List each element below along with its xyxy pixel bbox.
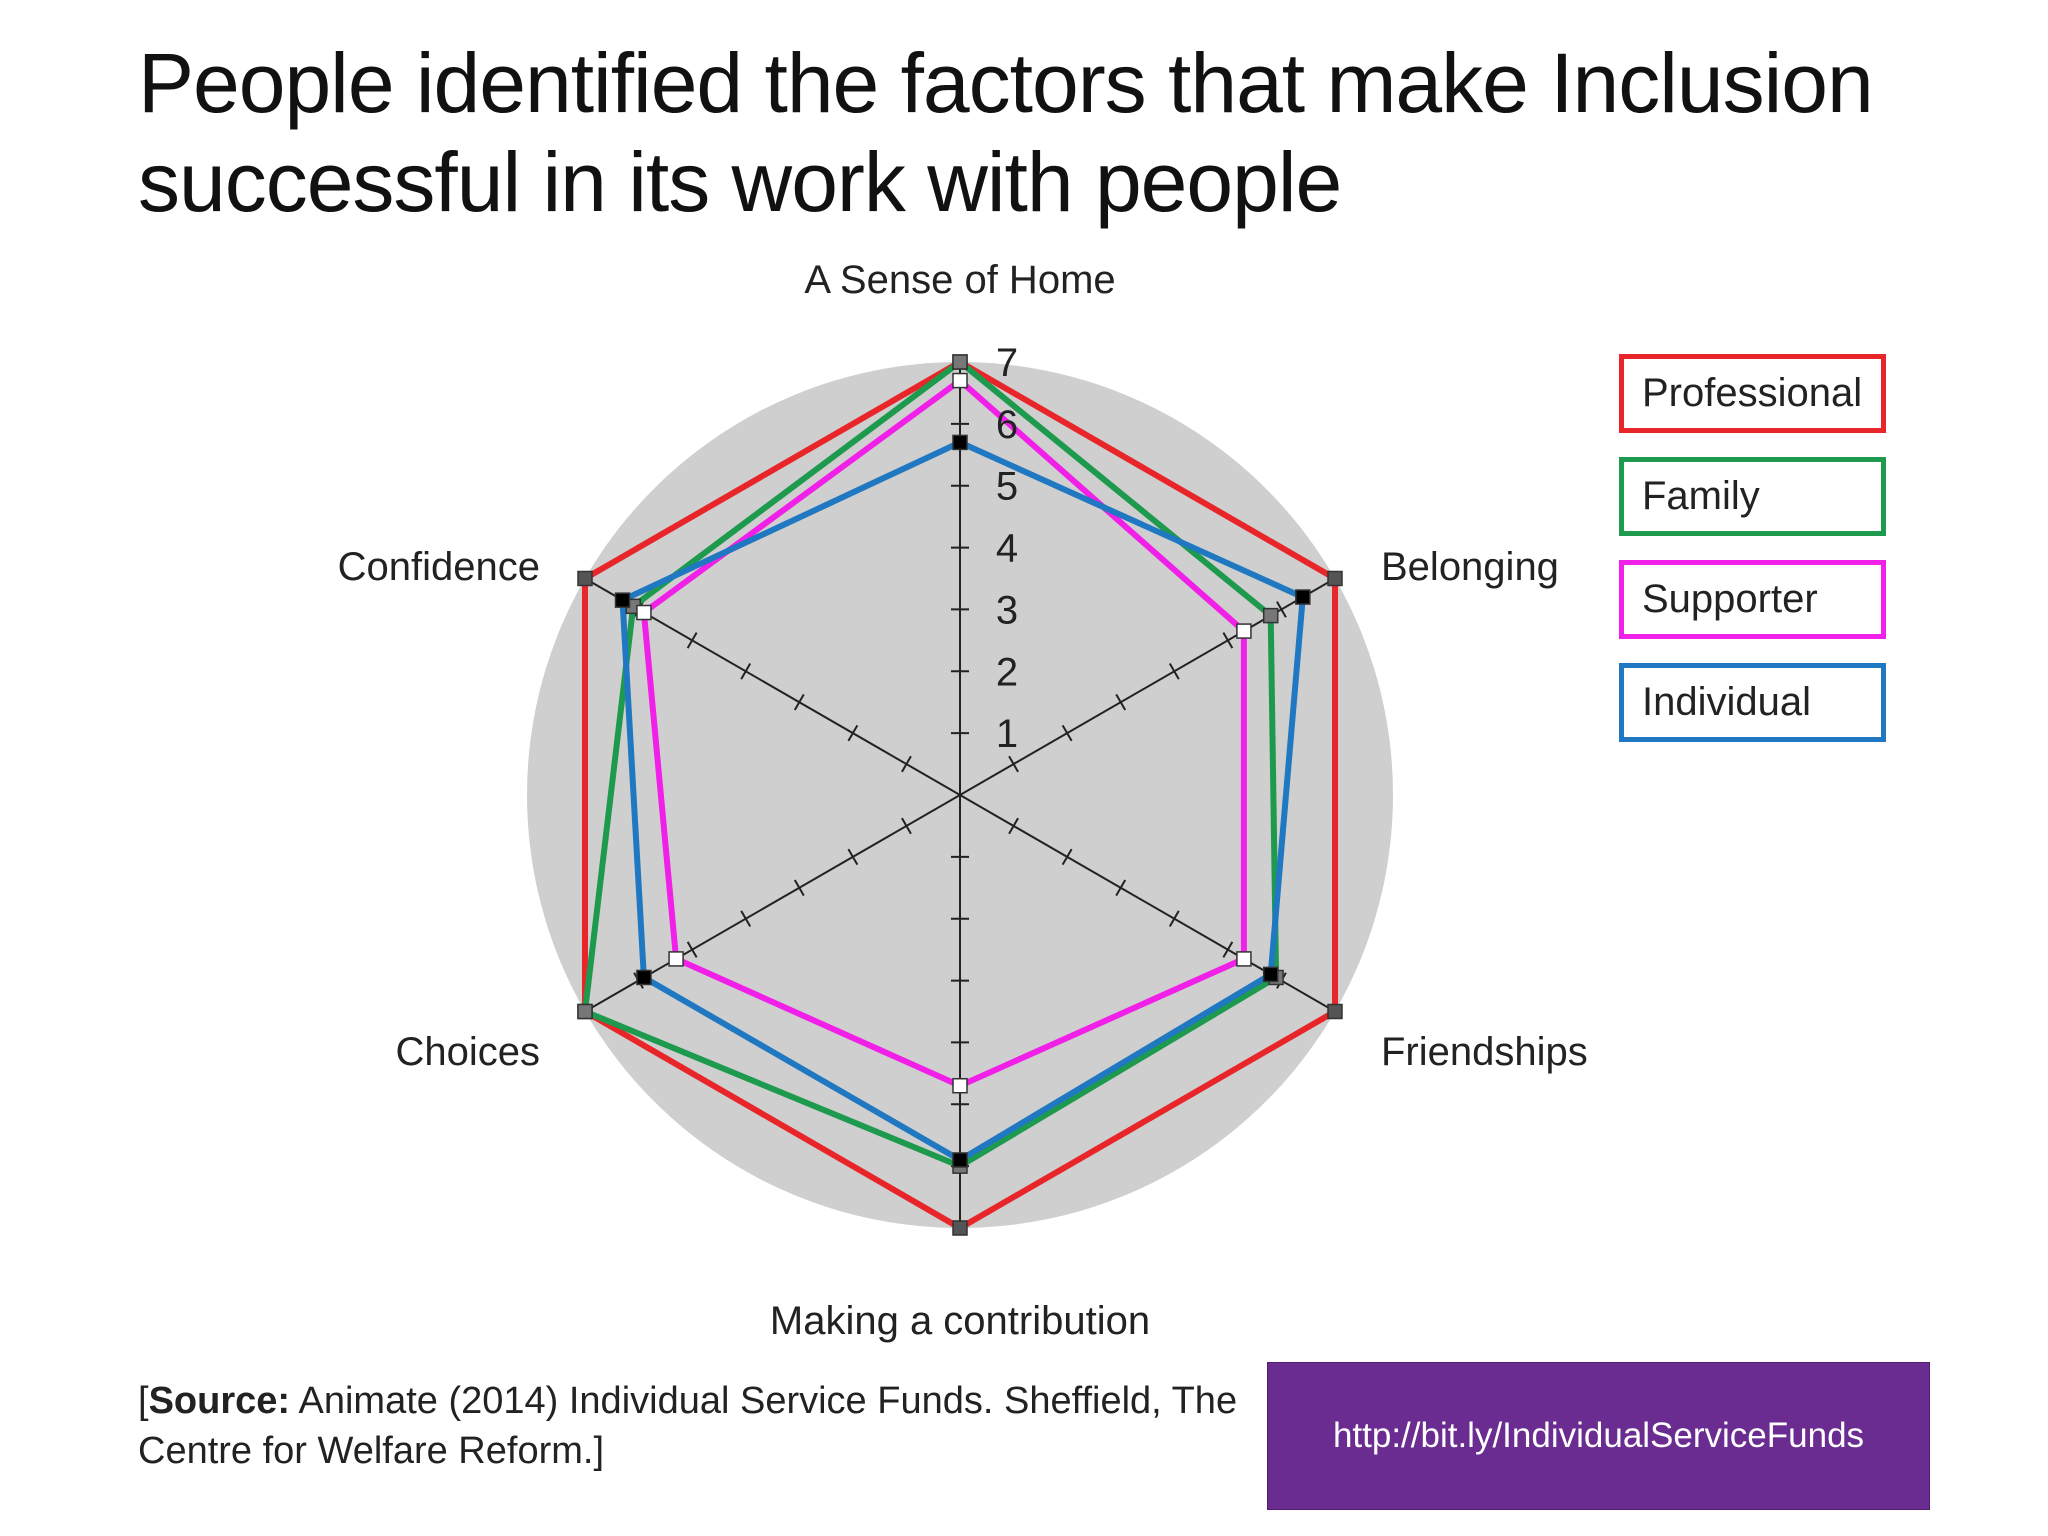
axis-label: A Sense of Home [804, 258, 1115, 302]
scale-label: 6 [996, 403, 1018, 447]
axis-tick [1168, 910, 1180, 928]
scale-label: 2 [996, 650, 1018, 694]
axis-label: Belonging [1381, 545, 1559, 589]
legend-item-professional: Professional [1619, 354, 1886, 433]
data-point-supporter [1236, 951, 1252, 967]
data-point-individual [952, 434, 968, 451]
source-bold-label: Source: [148, 1380, 291, 1422]
axis-tick [901, 817, 912, 835]
axis-label: Making a contribution [770, 1299, 1150, 1343]
axis-label: Choices [395, 1030, 540, 1074]
axis-tick [901, 755, 912, 773]
axis-tick [1008, 817, 1019, 835]
axis-label: Friendships [1381, 1030, 1588, 1074]
data-point-individual [636, 969, 652, 986]
scale-label: 4 [996, 527, 1018, 571]
axis-tick [1168, 662, 1180, 680]
data-point-supporter [1236, 623, 1252, 639]
axis-tick [686, 941, 698, 958]
data-point-professional [952, 1220, 968, 1236]
source-text: Animate (2014) Individual Service Funds.… [138, 1380, 1238, 1472]
source-prefix: [ [138, 1380, 149, 1422]
page-title: People identified the factors that make … [138, 36, 1874, 229]
axis-tick [1061, 724, 1073, 742]
axis-tick [740, 662, 752, 680]
legend-item-family: Family [1619, 457, 1886, 536]
data-point-supporter [952, 372, 968, 389]
axis-tick [847, 848, 859, 866]
scale-label: 1 [996, 712, 1018, 756]
data-point-individual [1295, 589, 1311, 605]
data-point-individual [1262, 966, 1279, 983]
axis-tick [740, 910, 752, 928]
labels-layer: 1 2 3 4 5 6 7 A Sense of Home Belonging Friendshi… [338, 258, 1588, 1343]
legend-item-individual: Individual [1619, 663, 1886, 742]
data-point-professional [577, 570, 593, 587]
data-point-supporter [952, 1077, 968, 1094]
data-point-family [1262, 607, 1279, 624]
axis-tick [1008, 755, 1019, 773]
data-point-individual [614, 592, 631, 608]
data-point-family [952, 354, 968, 370]
data-point-supporter [668, 951, 684, 967]
markers-layer [577, 354, 1343, 1236]
data-point-professional [1327, 570, 1343, 587]
data-point-individual [952, 1152, 968, 1168]
link-text[interactable]: http://bit.ly/IndividualServiceFunds [1332, 1416, 1865, 1455]
scale-label: 3 [996, 588, 1018, 632]
axis-tick [1061, 848, 1073, 866]
axis-tick [847, 724, 859, 742]
data-point-family [577, 1003, 593, 1020]
axis-tick [1115, 693, 1127, 711]
axis-label: Confidence [338, 545, 540, 589]
axis-tick [1222, 632, 1234, 649]
axis-tick [1115, 879, 1127, 897]
axis-tick [793, 693, 805, 711]
data-point-professional [1327, 1003, 1343, 1020]
axis-tick [1222, 941, 1234, 958]
axis-tick [793, 879, 805, 897]
axis-tick [1276, 601, 1287, 618]
legend-item-supporter: Supporter [1619, 560, 1886, 639]
scale-label: 7 [996, 341, 1018, 385]
link-box[interactable]: http://bit.ly/IndividualServiceFunds [1267, 1362, 1930, 1510]
data-point-supporter [636, 604, 652, 621]
source-note: [Source: Animate (2014) Individual Servi… [138, 1376, 1238, 1476]
scale-label: 5 [996, 465, 1018, 509]
axis-tick [686, 632, 698, 649]
